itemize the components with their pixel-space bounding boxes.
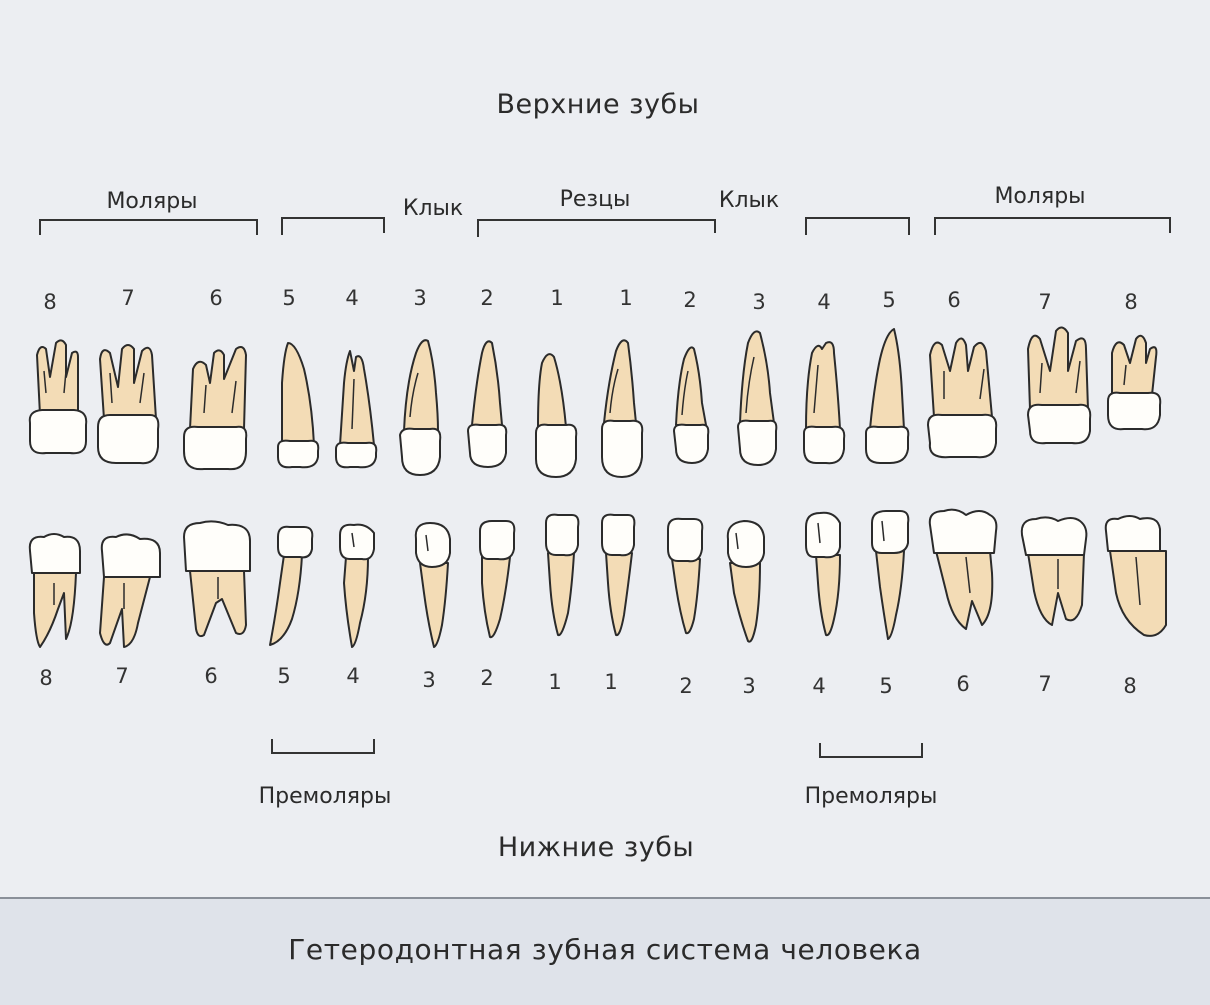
lower-tooth-number: 2 <box>480 666 493 690</box>
upper-molar-tooth <box>28 339 88 455</box>
lower-tooth-number: 8 <box>39 666 52 690</box>
upper-incisor-tooth <box>673 346 710 464</box>
upper-tooth-number: 2 <box>480 286 493 310</box>
upper-tooth-number: 8 <box>1124 290 1137 314</box>
lower-tooth-number: 5 <box>879 674 892 698</box>
upper-tooth-number: 3 <box>752 290 765 314</box>
lower-premolars-right-bracket <box>819 743 923 758</box>
lower-tooth-number: 4 <box>812 674 825 698</box>
upper-tooth-number: 3 <box>413 286 426 310</box>
lower-tooth-number: 1 <box>604 670 617 694</box>
lower-incisor-tooth <box>479 520 516 639</box>
upper-premolar-tooth <box>277 342 320 469</box>
lower-tooth-number: 6 <box>956 672 969 696</box>
lower-tooth-number: 2 <box>679 674 692 698</box>
upper-group-label-canine-right: Клык <box>719 188 779 213</box>
upper-tooth-number: 6 <box>209 286 222 310</box>
upper-tooth-number: 1 <box>619 286 632 310</box>
upper-tooth-number: 5 <box>882 288 895 312</box>
upper-premolar-tooth <box>865 328 910 464</box>
lower-incisor-tooth <box>601 513 636 637</box>
upper-molars-right-bracket <box>934 217 1171 235</box>
upper-incisor-tooth <box>467 340 508 468</box>
lower-incisor-tooth <box>545 513 580 637</box>
upper-tooth-number: 4 <box>817 290 830 314</box>
lower-tooth-numbers: 8 7 6 5 4 3 2 1 1 2 3 4 5 6 7 8 <box>39 664 1136 698</box>
lower-molar-tooth <box>1020 516 1088 626</box>
lower-premolar-tooth <box>339 523 375 648</box>
lower-teeth-row <box>28 508 1167 648</box>
upper-premolar-tooth <box>335 350 378 469</box>
upper-teeth-row <box>28 326 1162 478</box>
lower-tooth-number: 7 <box>1038 672 1051 696</box>
upper-tooth-number: 7 <box>1038 290 1051 314</box>
lower-tooth-number: 7 <box>115 664 128 688</box>
lower-molar-tooth <box>183 520 251 638</box>
upper-premolars-left-bracket <box>281 217 385 235</box>
upper-premolar-tooth <box>803 341 846 465</box>
lower-group-label-premolars-right: Премоляры <box>805 784 938 809</box>
upper-tooth-number: 5 <box>282 286 295 310</box>
upper-incisor-tooth <box>601 339 644 478</box>
upper-molar-tooth <box>1027 326 1092 445</box>
lower-teeth-title: Нижние зубы <box>498 832 694 863</box>
upper-molar-tooth <box>97 344 160 465</box>
upper-molar-tooth <box>927 337 998 459</box>
upper-teeth-title: Верхние зубы <box>497 89 700 120</box>
upper-tooth-number: 2 <box>683 288 696 312</box>
upper-group-label-molars-right: Моляры <box>994 184 1085 209</box>
upper-group-label-canine-left: Клык <box>403 196 463 221</box>
upper-molar-tooth <box>183 346 248 471</box>
upper-premolars-right-bracket <box>805 217 910 235</box>
upper-tooth-number: 7 <box>121 286 134 310</box>
lower-tooth-number: 1 <box>548 670 561 694</box>
lower-group-label-premolars-left: Премоляры <box>259 784 392 809</box>
upper-canine-tooth <box>737 330 778 466</box>
lower-molar-tooth <box>928 508 998 630</box>
caption-bar: Гетеродонтная зубная система человека <box>0 897 1210 1005</box>
upper-incisors-bracket <box>477 219 716 237</box>
lower-tooth-number: 8 <box>1123 674 1136 698</box>
lower-tooth-number: 4 <box>346 664 359 688</box>
lower-tooth-number: 5 <box>277 664 290 688</box>
lower-premolar-tooth <box>871 510 910 640</box>
upper-tooth-numbers: 8 7 6 5 4 3 2 1 1 2 3 4 5 6 7 8 <box>43 286 1137 314</box>
lower-premolars-left-bracket <box>271 739 375 754</box>
lower-tooth-number: 3 <box>422 668 435 692</box>
upper-tooth-number: 1 <box>550 286 563 310</box>
upper-group-label-molars-left: Моляры <box>106 189 197 214</box>
lower-incisor-tooth <box>667 517 704 635</box>
upper-incisor-tooth <box>535 353 578 478</box>
upper-tooth-number: 4 <box>345 286 358 310</box>
lower-molar-tooth <box>28 533 81 648</box>
lower-premolar-tooth <box>269 525 314 646</box>
upper-tooth-number: 6 <box>947 288 960 312</box>
lower-molar-tooth <box>1104 515 1167 637</box>
lower-canine-tooth <box>726 520 765 643</box>
upper-canine-tooth <box>399 339 442 476</box>
upper-molar-tooth <box>1107 334 1162 431</box>
lower-premolar-tooth <box>805 511 841 637</box>
upper-tooth-number: 8 <box>43 290 56 314</box>
lower-molar-tooth <box>99 533 161 648</box>
caption-text: Гетеродонтная зубная система человека <box>288 932 922 966</box>
lower-canine-tooth <box>414 522 451 648</box>
lower-tooth-number: 6 <box>204 664 217 688</box>
upper-molars-left-bracket <box>39 219 258 235</box>
lower-tooth-number: 3 <box>742 674 755 698</box>
upper-group-label-incisors: Резцы <box>560 187 631 212</box>
